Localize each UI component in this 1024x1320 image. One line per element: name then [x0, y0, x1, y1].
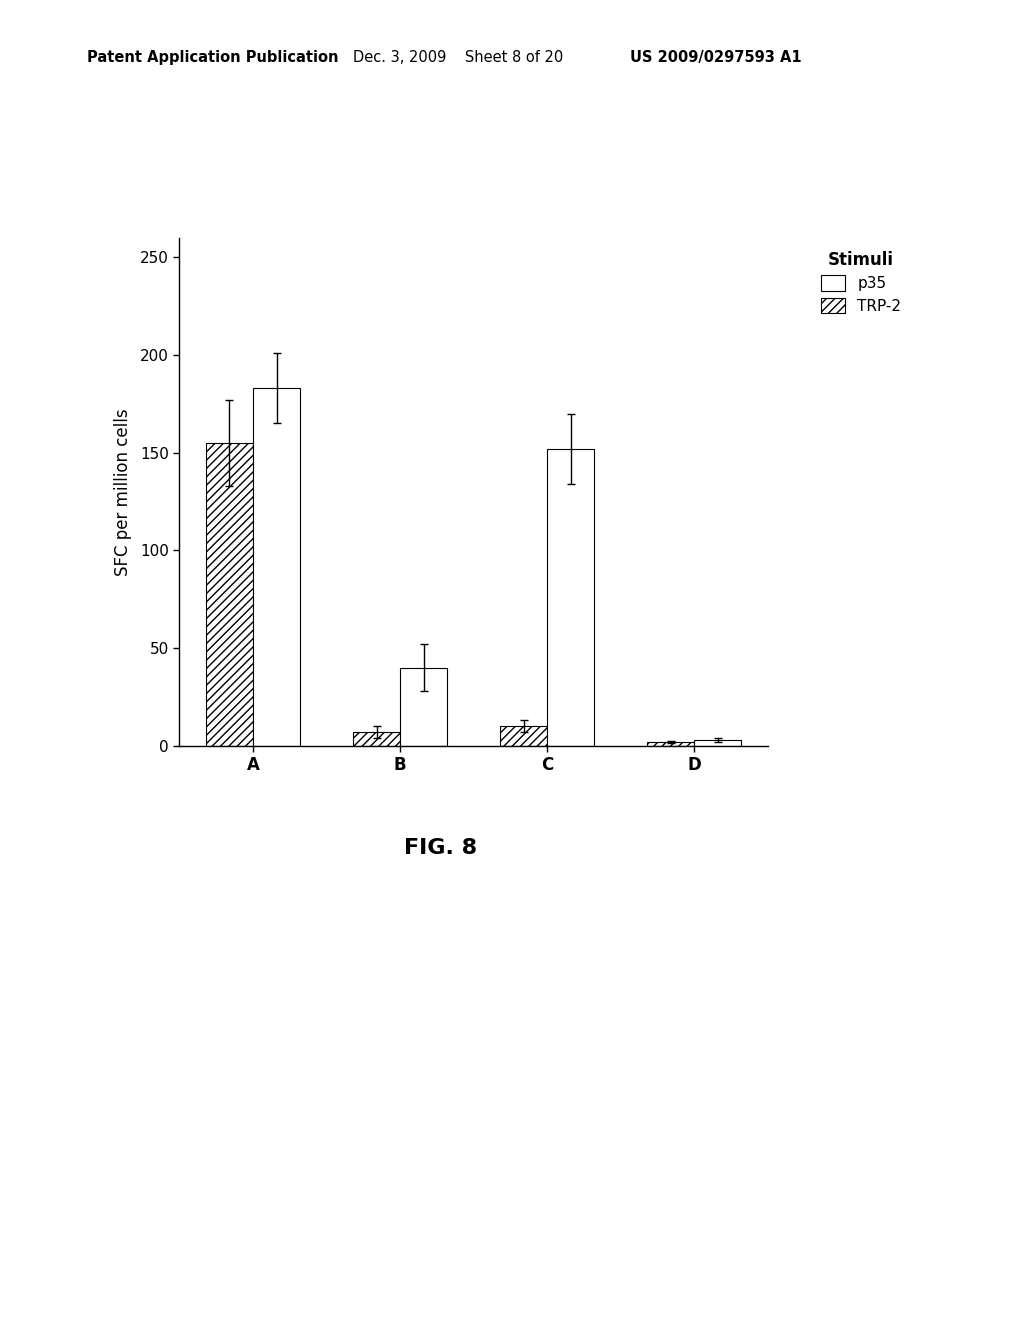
Text: US 2009/0297593 A1: US 2009/0297593 A1	[630, 50, 802, 65]
Bar	[547, 449, 594, 746]
Bar	[353, 733, 400, 746]
Bar	[694, 741, 741, 746]
Text: Dec. 3, 2009    Sheet 8 of 20: Dec. 3, 2009 Sheet 8 of 20	[353, 50, 563, 65]
Y-axis label: SFC per million cells: SFC per million cells	[114, 408, 131, 576]
Text: FIG. 8: FIG. 8	[403, 838, 477, 858]
Legend: p35, TRP-2: p35, TRP-2	[815, 246, 907, 319]
Bar	[253, 388, 300, 746]
Bar	[647, 742, 694, 746]
Bar	[206, 442, 253, 746]
Text: Patent Application Publication: Patent Application Publication	[87, 50, 339, 65]
Bar	[500, 726, 547, 746]
Bar	[400, 668, 447, 746]
